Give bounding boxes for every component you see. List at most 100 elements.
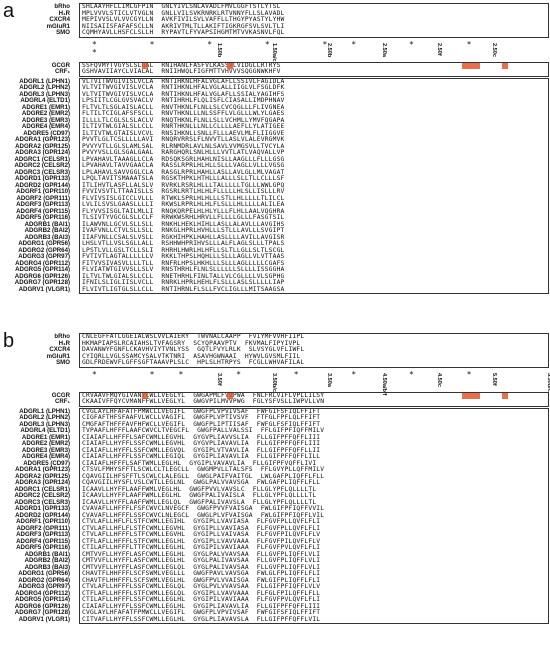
gpcr-seq: FLYVVSISGLTAILMLLI RNQKQRPELHLHLYLLLFLHL…	[82, 207, 285, 215]
gpcr-seq: CQAVGIILHYSFLVSLCWTLLEGLNL GWGLPALVVAVSG…	[82, 479, 321, 486]
ref-seq-label: CRF₁	[54, 398, 70, 405]
gpcr-seq: IIAFVNLLCSALSLVSLL RGKHIHPKLHAHLLASLLLLA…	[82, 233, 285, 241]
top-seq-label: CXCR4	[49, 346, 70, 353]
gpcr-seq: ILTIVTWLGTAISLVCVL RNSIHKNLLSNLLFLLLAEVL…	[82, 129, 285, 137]
ref-seq-label: GCGR	[51, 61, 70, 69]
gpcr-label: ADGRG1 (GPR56)	[18, 240, 70, 247]
gpcr-seq: ILTIVTWLGIALSLLCLL RNRTHKNLLLNLLCLLLLAEF…	[82, 123, 285, 130]
gpcr-label: ADGRA1 (GPR123)	[15, 466, 70, 473]
highlight-mark	[227, 62, 233, 69]
gpcr-label: ADGRG7 (GPR128)	[14, 609, 70, 616]
gpcr-label: ADGRD2 (GPR144)	[15, 511, 70, 519]
ref-seq: GSHVAVIIAYCLVIALAL RNIIHWQLFIGFMTTVHVVVS…	[82, 68, 281, 75]
bw-number-label: 2.50b	[326, 42, 332, 57]
gpcr-seq: PVVYVTLLGLSLAMLSAL RLRNMDRLAVLNLSAVLVVMG…	[82, 142, 285, 150]
gpcr-seq: CTVLAFLLHFLFLSTFCWMLLEGVHL GYGIPLLVAVIAS…	[82, 524, 321, 532]
gpcr-label: ADGRB3 (BAI3)	[24, 563, 70, 571]
gpcr-label: ADGRF5 (GPR116)	[16, 214, 70, 221]
gpcr-label: ADGRG6 (GPR126)	[14, 602, 70, 610]
gpcr-seq: CHAVTFLHHFFFLSCFSWMLVEGLHL GWGFPVLVVAISG…	[82, 576, 321, 584]
gpcr-seq: CIAIAFLLHYFFLSSFCWMLLEGLHL GYGIPLIAVAVLI…	[82, 602, 321, 610]
gpcr-label: ADGRE1 (EMR1)	[21, 433, 70, 441]
gpcr-seq: CVAVAFLLHFFFLSSFCWVCLNLEGCL GWGLPLVFVAIS…	[82, 511, 325, 519]
top-seq: MEPIVVSLVLVVCGYLLN AVKFIVILSVLVAFFLLTHGY…	[82, 16, 285, 23]
top-seq: HKMAPIAPSLRCAIAHSLTVFAGSRY SCYQPAAVPTV F…	[82, 339, 301, 347]
gpcr-seq: CMTVVFLLHYFFLASFCWMLLEGLHL GYGLPALIVAVSA…	[82, 557, 321, 564]
bw-number-label: 3.50a	[326, 372, 332, 387]
gpcr-label: ADGRG7 (GPR128)	[14, 279, 70, 286]
gpcr-label: ADGRG4 (GPR112)	[15, 589, 70, 597]
gpcr-seq: CIAIAFLLHFFFLSSFCWMLLEGIQL GYGIPLIAVAVLI…	[82, 453, 321, 460]
gpcr-label: ADGRB1 (BAI1)	[24, 550, 70, 558]
top-seq-label: mGluR1	[46, 22, 70, 30]
gpcr-label: ADGRC2 (CELSR2)	[14, 162, 70, 169]
gpcr-block-frame	[79, 77, 549, 294]
bw-number-label: 1.50b	[216, 42, 222, 57]
conservation-stars: * * * * ** * * *	[92, 39, 496, 57]
gpcr-seq: CVGLAYLHFAFATFPMWCLLVEGIFL GWGFPLVPVIVSA…	[82, 609, 321, 616]
gpcr-label: ADGRL2 (LPHN2)	[19, 414, 70, 421]
gpcr-seq: LPLAHAVLSAVVGGLCLA RASGLRPRLHAHLLASLLAVL…	[82, 168, 285, 176]
ref-seq: CKAAIVFFQYCVMANFFWLLVEGLYL GWGVPILMVVPWG…	[82, 398, 325, 405]
gpcr-label: ADGRD1 (GPR133)	[15, 505, 70, 512]
gpcr-label: ADGRE1 (EMR1)	[21, 103, 70, 111]
gpcr-seq: ICAAVLLHYFFLAAFFWMLLEGLQL GWGFPALIVAVSLA…	[82, 498, 317, 506]
gpcr-seq: CIAIAFLLHFFFLSAFCWMLLEGVHL GYGVPLIAVVSLI…	[82, 433, 321, 441]
gpcr-label: ADGRB2 (BAI2)	[24, 227, 70, 234]
gpcr-label: ADGRE4 (EMR4)	[21, 453, 70, 460]
gpcr-label: ADGRG3 (GPR97)	[18, 583, 70, 590]
gpcr-seq: CITVAFLLHYFFLSSFCWMLLEGLHL GYGLPLIAVAVSL…	[82, 615, 321, 623]
gpcr-seq: ILAWVNLLGCVLSLLSLL RNKHLHEKLHIHLLASLLALA…	[82, 220, 285, 228]
bw-number-label: 3.50f	[216, 372, 222, 386]
gpcr-seq: PVVTLGLTCSLLLLLAVI RNQRVRRSLFLNVVTLLASLV…	[82, 136, 285, 143]
top-block-frame	[79, 3, 549, 38]
gpcr-seq: FLVIVTLIGTGLSLLCLL RNTIHRNLFLSLLFVCLIGLL…	[82, 285, 285, 293]
gpcr-seq: CTILAFLLHFFFLSSFCWMLLEGLHL GYGIPILVAVIAA…	[82, 596, 321, 603]
top-seq-label: H₁R	[58, 9, 70, 17]
top-seq-label: SMO	[56, 29, 70, 36]
gpcr-label: ADGRG6 (GPR126)	[14, 272, 70, 280]
gpcr-label: ADGRF5 (GPR116)	[16, 544, 70, 551]
gpcr-seq: CVAVAFLLHFFFLFSFCWVCLNVEGCF GWGFPVVFVAIS…	[82, 505, 325, 512]
gpcr-seq: CMTVVFLLHYFFLASFCWMLLEGLHL GYGLPALVVAVSA…	[82, 550, 321, 558]
top-seq-label: H₁R	[58, 339, 70, 347]
ref-seq: SSFQVMYTVGYSLSLGAL RNIHANLFASFVLKASSVLVI…	[82, 61, 281, 69]
ref-seq: CRVAAVFMQYGIVANYCWLLVEGLYL GWGAPMLFVVPWA…	[82, 391, 325, 399]
gpcr-seq: LPQLTAVITSMAAATSLA RGSKTHPKLHTHLLLALLLSL…	[82, 175, 285, 182]
gpcr-label: ADGRF2 (GPR111)	[16, 194, 70, 202]
gpcr-label: ADGRB3 (BAI3)	[24, 233, 70, 241]
gpcr-seq: CTFLAFLLHFFFLSTFCWMLLEGLHL GYGIPLLVAVVAA…	[82, 537, 321, 545]
gpcr-label: ADGRE5 (CD97)	[23, 459, 70, 467]
gpcr-seq: CTILAFLLHFFFLTTFCWMLLEGLHL GYGIPILVAVIAA…	[82, 544, 321, 551]
bw-number-label: 3.50b/c	[271, 372, 277, 392]
highlight-mark	[502, 62, 508, 69]
gpcr-label: ADGRG2 (GPR64)	[18, 576, 70, 584]
highlight-mark	[462, 62, 480, 69]
gpcr-label: ADGRA3 (GPR124)	[15, 149, 70, 156]
gpcr-seq: VLTVITWVGIVISLVCLA RNTIHKNLHFALVGLAFLLSS…	[82, 77, 285, 85]
bw-number-label: 5.50b/c	[546, 372, 550, 392]
gpcr-seq: FVVIVSVTLTTAAISLLS RGSRLRRTLHLHLFLLLLLHL…	[82, 188, 285, 195]
gpcr-seq: LPVAHAVLTAVVGAACLA RASSLRPRLHLHLLSLLLVAG…	[82, 162, 285, 169]
gpcr-label: ADGRF3 (GPR113)	[16, 531, 70, 538]
ref-seq-label: CRF₁	[54, 68, 70, 75]
gpcr-label: ADGRV1 (VLGR1)	[18, 615, 70, 623]
gpcr-seq: CIAIAFLLHYFFLSSFCWMLLEGVQL GYGIPLVTVAVLI…	[82, 446, 321, 454]
gpcr-label: ADGRG5 (GPR114)	[15, 266, 70, 273]
gpcr-seq: VLTVITWVGIVISLVCLA RNTIHKNLHFALVGLALLIIG…	[82, 84, 285, 91]
gpcr-label: ADGRE3 (EMR3)	[21, 446, 70, 454]
top-seq: MPLVVVLSTICLVTVGLN GNLLVILSVKRNRKLRTVNNY…	[82, 9, 285, 17]
gpcr-label: ADGRG4 (GPR112)	[15, 259, 70, 267]
panel-letter: a	[3, 0, 15, 22]
gpcr-seq: CTVLAFLLHFFFLSTFCWMLLEGVHL GYGIPLLVAIVAS…	[82, 531, 321, 538]
gpcr-seq: CTFLAFLLHFFFLSTFCWMLLEGLQL GYGIPLLVAVVAA…	[82, 589, 321, 597]
gpcr-seq: TVPAAFLHFFFLAAFCWVCLTVEGCFL GWGFPALLVALS…	[82, 427, 325, 434]
gpcr-label: ADGRL4 (ELTD1)	[20, 427, 70, 434]
gpcr-seq: CMGFAFTHFFFAVFHFWCLLVEGIFL GWGFPLIPTIISA…	[82, 420, 321, 428]
gpcr-label: ADGRL1 (LPHN1)	[19, 77, 70, 85]
gpcr-seq: CIAIAFLLHYFFLSSFCWMLLEGVHL GYGVPLIAVAVLI…	[82, 440, 321, 447]
top-seq-label: mGluR1	[46, 352, 70, 360]
bw-number-label: 2.50a	[381, 42, 387, 57]
top-seq: DAVANWYFGNFLCKAVHVIYTVNLYSS GQTLFVYLRLK …	[82, 346, 305, 353]
gpcr-label: ADGRG3 (GPR97)	[18, 253, 70, 260]
